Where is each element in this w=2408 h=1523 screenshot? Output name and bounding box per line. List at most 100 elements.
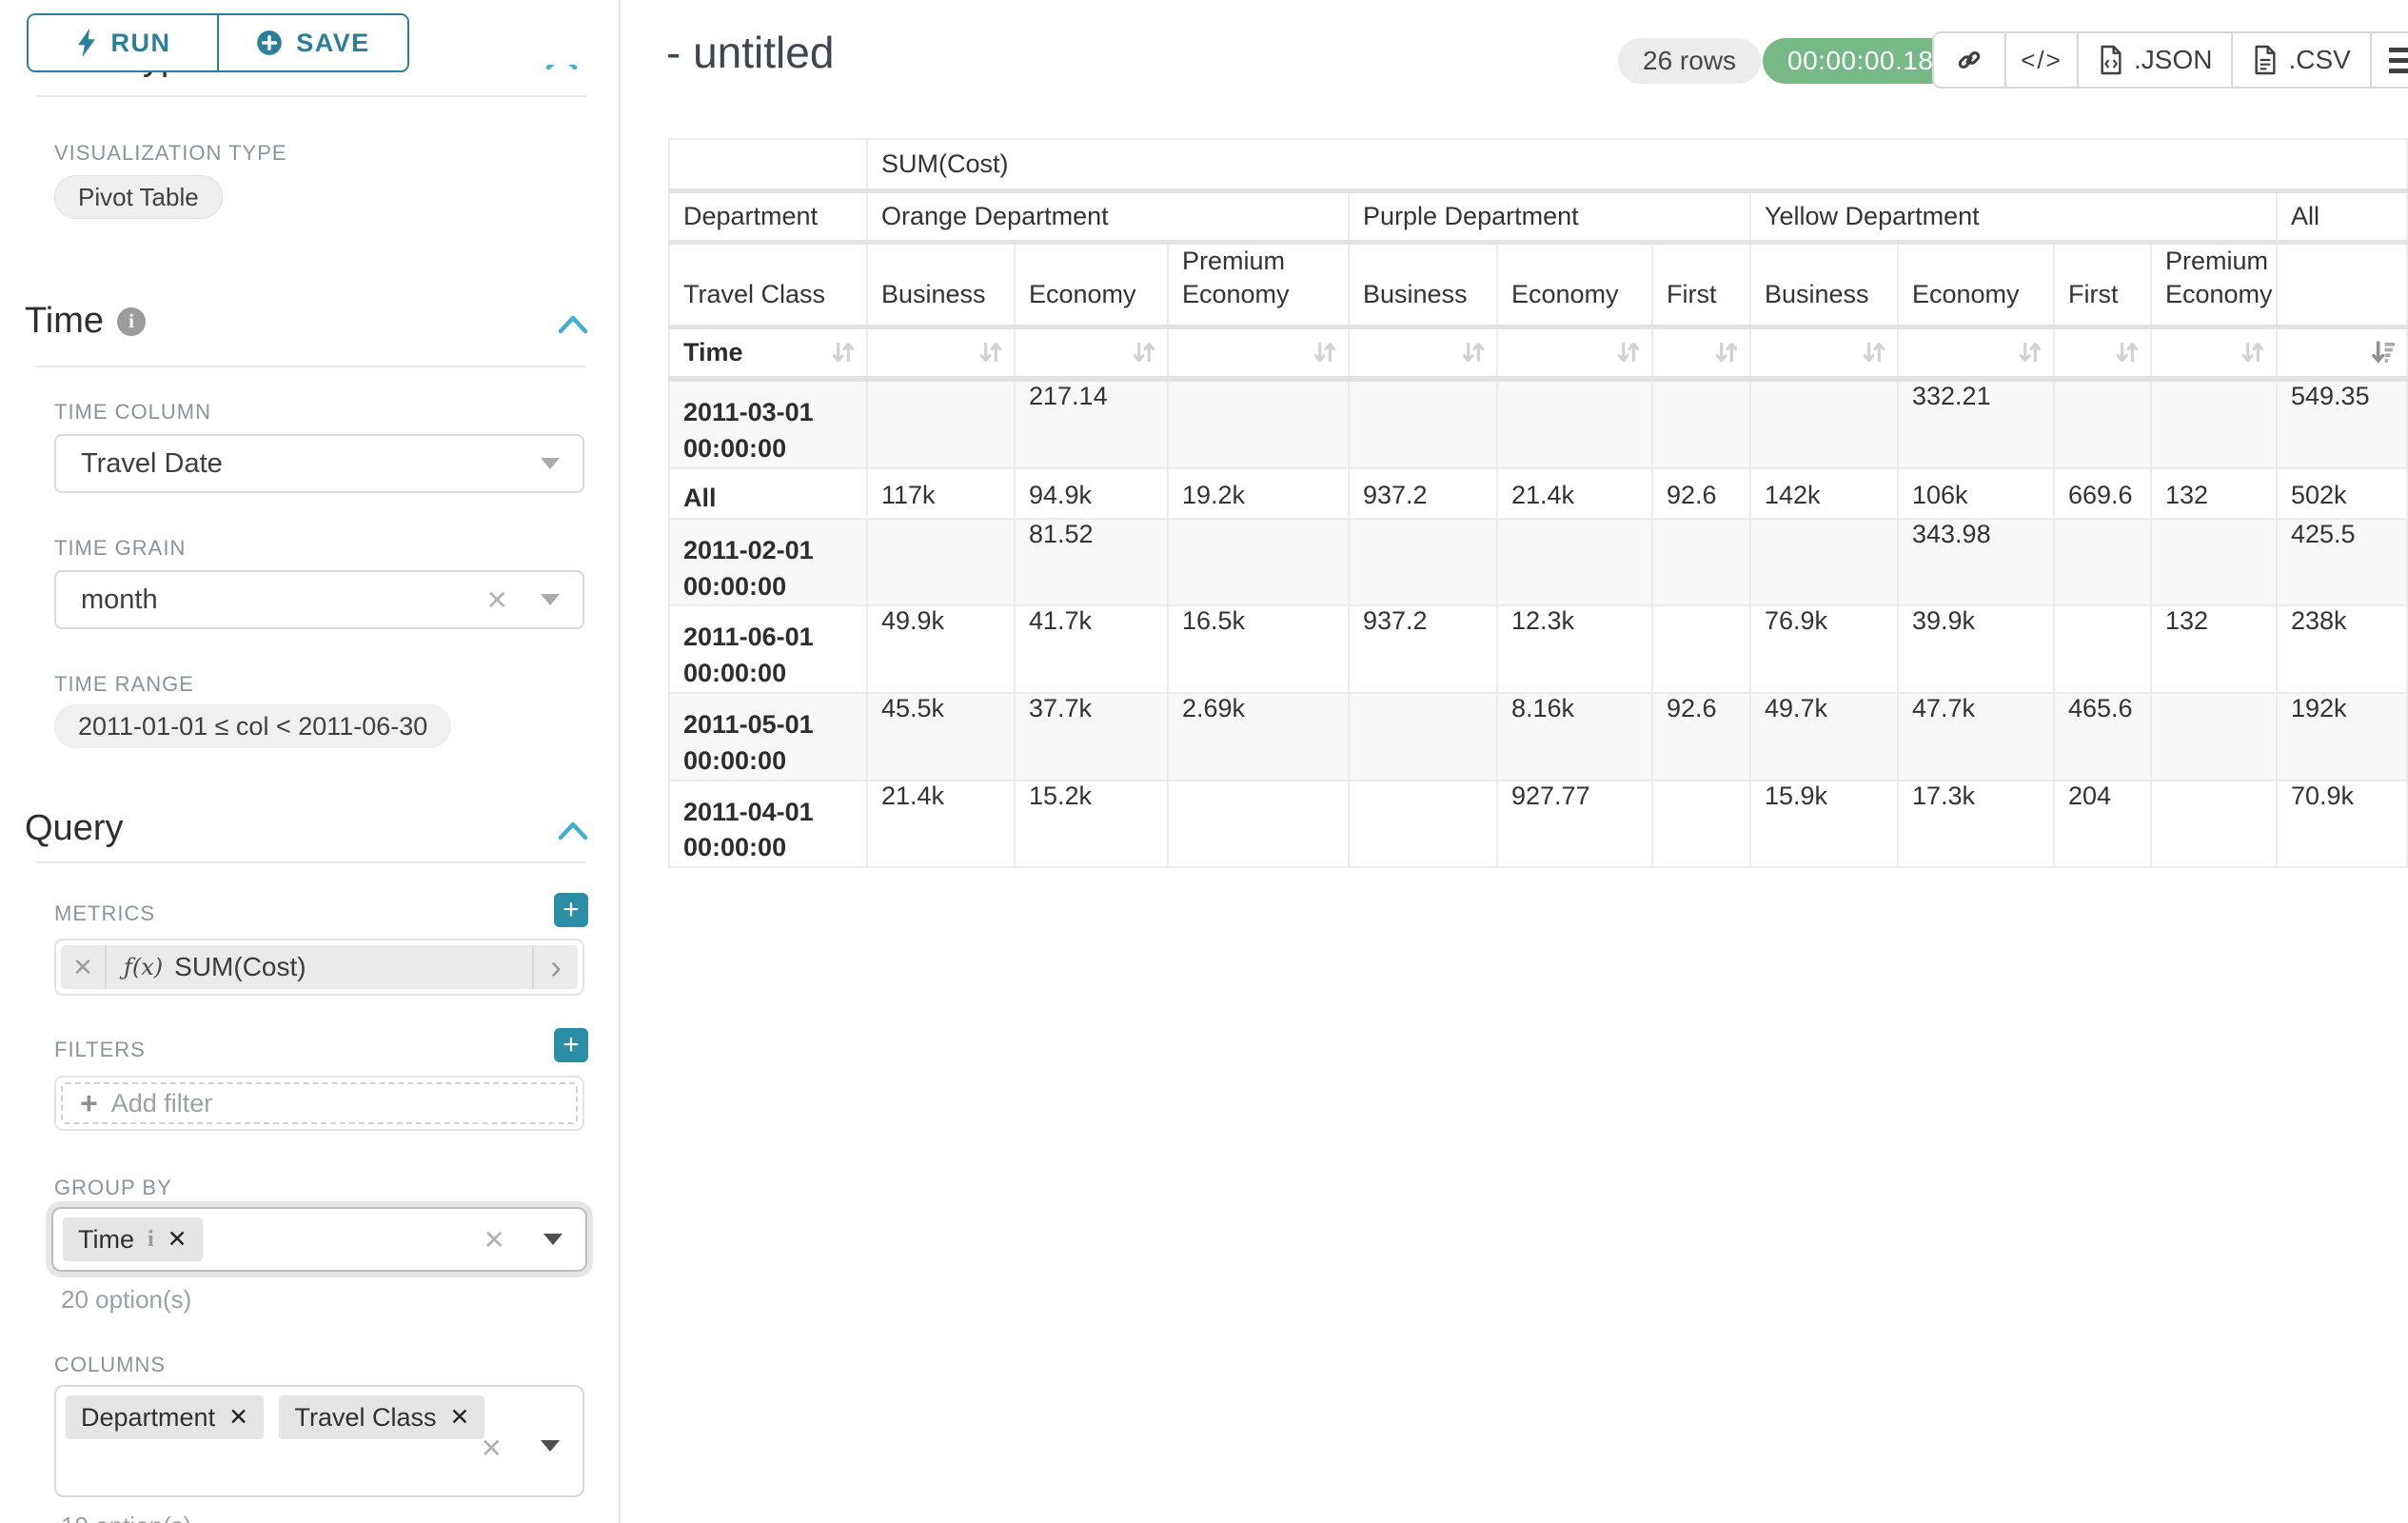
- sort-toggle[interactable]: [2150, 324, 2278, 383]
- pivot-col-header: Business: [1348, 239, 1498, 328]
- json-file-icon: [2101, 45, 2122, 75]
- pivot-cell: 21.4k: [1496, 466, 1653, 520]
- sort-toggle[interactable]: [2053, 324, 2152, 383]
- remove-tag-icon[interactable]: ✕: [449, 1404, 470, 1431]
- chevron-right-icon[interactable]: ›: [532, 945, 578, 989]
- pivot-cell: [2053, 378, 2152, 469]
- group-by-select[interactable]: Time i ✕ ✕: [51, 1207, 587, 1272]
- clear-icon[interactable]: ✕: [480, 1434, 503, 1463]
- info-icon[interactable]: i: [148, 1226, 154, 1252]
- time-collapse-chevron-icon[interactable]: [558, 314, 588, 335]
- pivot-cell: 106k: [1897, 466, 2055, 520]
- sort-desc-icon[interactable]: [2368, 337, 2398, 367]
- info-icon[interactable]: i: [117, 307, 147, 336]
- pivot-cell: [1167, 378, 1350, 469]
- sort-toggle[interactable]: [1167, 324, 1350, 383]
- viz-type-pill[interactable]: Pivot Table: [54, 175, 223, 219]
- time-dim-label: Time: [683, 337, 743, 366]
- time-column-select[interactable]: Travel Date: [54, 434, 584, 493]
- columns-select[interactable]: Department ✕ Travel Class ✕ ✕: [54, 1385, 584, 1497]
- clear-icon[interactable]: ✕: [485, 584, 508, 615]
- metrics-label: METRICS: [54, 901, 155, 925]
- pivot-row-label: 2011-05-01 00:00:00: [668, 691, 868, 781]
- pivot-cell: [1348, 378, 1498, 469]
- more-options-button[interactable]: [2369, 33, 2408, 87]
- sort-icon[interactable]: [1613, 337, 1644, 367]
- sort-toggle[interactable]: [1651, 324, 1751, 383]
- sort-icon[interactable]: [1310, 337, 1340, 367]
- pivot-cell: 192k: [2275, 691, 2408, 781]
- sort-icon[interactable]: [828, 337, 859, 367]
- sort-toggle[interactable]: [866, 324, 1016, 383]
- remove-metric-icon[interactable]: ✕: [61, 945, 107, 989]
- pivot-cell: 937.2: [1348, 604, 1498, 694]
- time-range-pill[interactable]: 2011-01-01 ≤ col < 2011-06-30: [54, 704, 452, 748]
- pivot-col-header: [2275, 239, 2408, 328]
- save-button-label: SAVE: [296, 28, 370, 57]
- run-button-label: RUN: [110, 28, 171, 57]
- metric-pill[interactable]: ✕ ƒ(x) SUM(Cost) ›: [61, 945, 578, 989]
- pivot-cell: 81.52: [1014, 517, 1169, 607]
- remove-tag-icon[interactable]: ✕: [228, 1404, 249, 1431]
- sort-toggle[interactable]: [1749, 324, 1899, 383]
- query-collapse-chevron-icon[interactable]: [558, 821, 588, 841]
- columns-tag-travel-class: Travel Class ✕: [279, 1395, 485, 1439]
- sort-icon[interactable]: [1129, 337, 1159, 367]
- pivot-metric-row: SUM(Cost): [668, 138, 2408, 191]
- sort-icon[interactable]: [1859, 337, 1889, 367]
- pivot-cell: 2.69k: [1167, 691, 1350, 781]
- run-button[interactable]: RUN: [29, 15, 217, 70]
- sort-icon[interactable]: [1458, 337, 1489, 367]
- pivot-cell: [1167, 517, 1350, 607]
- pivot-cell: [2053, 517, 2152, 607]
- time-grain-select[interactable]: month ✕: [54, 570, 584, 629]
- time-column-value: Travel Date: [81, 447, 223, 479]
- pivot-row-dim-time: Time: [668, 324, 868, 383]
- add-metric-button[interactable]: +: [554, 893, 588, 927]
- add-filter-placeholder: Add filter: [110, 1088, 213, 1118]
- sort-icon[interactable]: [2112, 337, 2142, 367]
- pivot-cell: [866, 378, 1016, 469]
- sort-toggle[interactable]: [1496, 324, 1653, 383]
- time-section-header[interactable]: Time i: [25, 301, 147, 342]
- pivot-row-dim-travel-class: Travel Class: [668, 239, 868, 328]
- time-column-label: TIME COLUMN: [54, 400, 211, 424]
- pivot-col-header: First: [1651, 239, 1751, 328]
- copy-link-button[interactable]: [1934, 33, 2004, 87]
- sort-toggle[interactable]: [1348, 324, 1498, 383]
- query-section-header[interactable]: Query: [25, 808, 123, 849]
- group-by-label: GROUP BY: [54, 1176, 172, 1199]
- pivot-group-header: All: [2275, 188, 2408, 243]
- pivot-col-header: First: [2053, 239, 2152, 328]
- chart-type-collapse-fragment[interactable]: [544, 65, 588, 76]
- pivot-cell: 669.6: [2053, 466, 2152, 520]
- save-button[interactable]: SAVE: [217, 15, 407, 70]
- tag-label: Travel Class: [294, 1402, 437, 1432]
- sort-icon[interactable]: [976, 337, 1006, 367]
- group-by-options-count: 20 option(s): [61, 1285, 192, 1314]
- group-by-tag-time: Time i ✕: [63, 1217, 203, 1261]
- add-filter-button[interactable]: +: [554, 1028, 588, 1062]
- remove-tag-icon[interactable]: ✕: [167, 1226, 188, 1253]
- pivot-cell: 132: [2150, 604, 2278, 694]
- sort-toggle[interactable]: [2275, 324, 2408, 383]
- sort-toggle[interactable]: [1014, 324, 1169, 383]
- clear-icon[interactable]: ✕: [483, 1224, 505, 1255]
- pivot-cell: 37.7k: [1014, 691, 1169, 781]
- export-json-button[interactable]: .JSON: [2077, 33, 2231, 87]
- sort-icon[interactable]: [2238, 337, 2268, 367]
- sort-toggle[interactable]: [1897, 324, 2055, 383]
- sort-icon[interactable]: [1711, 337, 1742, 367]
- sort-icon[interactable]: [2015, 337, 2045, 367]
- pivot-cell: [1348, 779, 1498, 869]
- pivot-cell: [2150, 517, 2278, 607]
- pivot-cell: [1348, 691, 1498, 781]
- divider: [36, 366, 586, 367]
- export-csv-button[interactable]: .CSV: [2231, 33, 2369, 87]
- chart-title[interactable]: - untitled: [666, 28, 835, 77]
- view-query-button[interactable]: </>: [2004, 33, 2077, 87]
- pivot-data-row: 2011-03-01 00:00:00 217.14 332.21 549.35: [668, 378, 2408, 469]
- add-filter-dropzone[interactable]: + Add filter: [61, 1082, 578, 1124]
- pivot-cell: [1348, 517, 1498, 607]
- pivot-cell: 94.9k: [1014, 466, 1169, 520]
